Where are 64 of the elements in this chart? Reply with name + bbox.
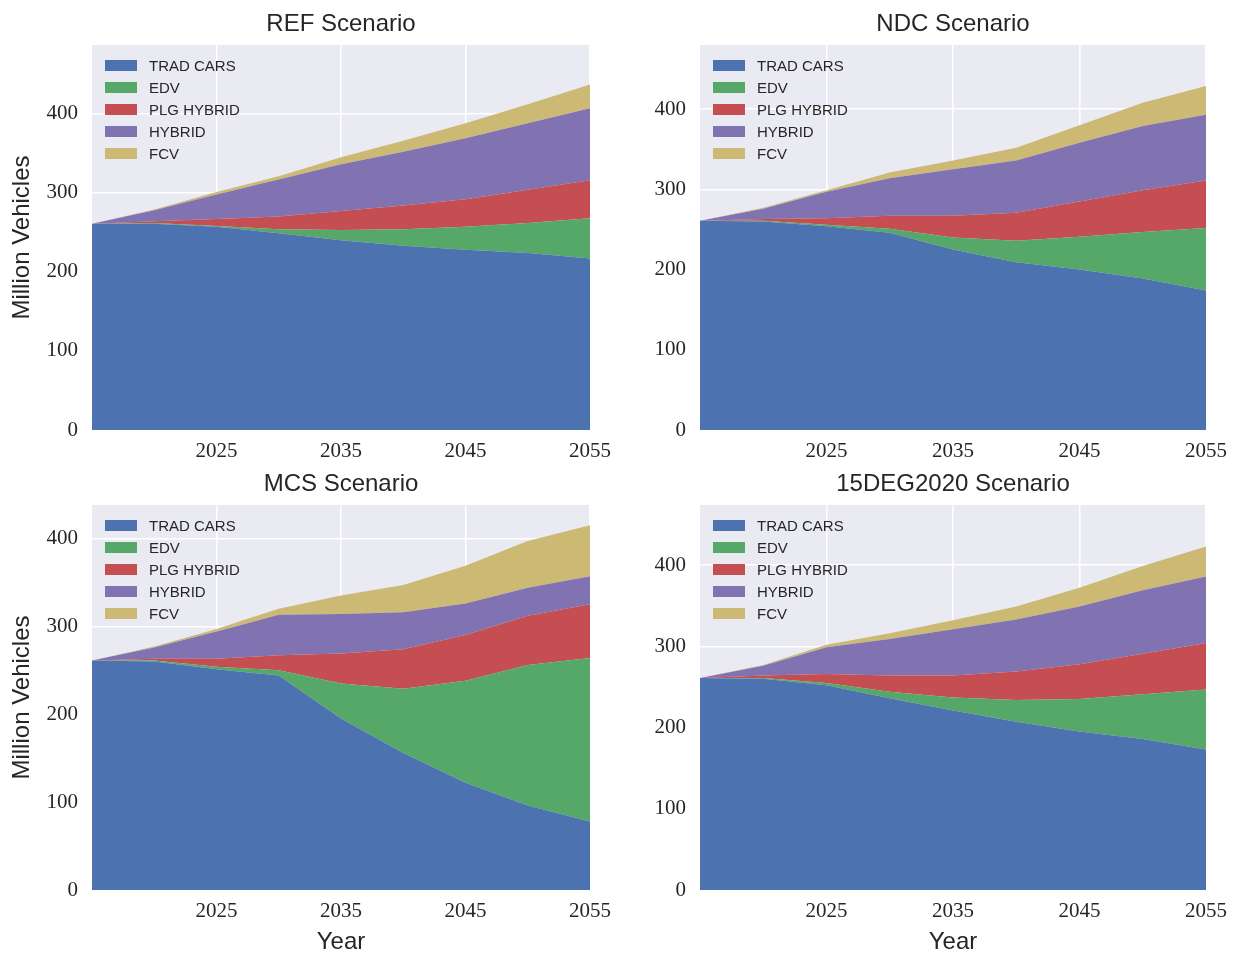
x-tick-label: 2055: [1185, 438, 1227, 463]
y-tick-label: 400: [654, 551, 686, 576]
legend-label: PLG HYBRID: [149, 100, 240, 118]
y-tick-label: 100: [46, 788, 78, 813]
x-tick-label: 2035: [320, 898, 362, 923]
y-tick-label: 0: [67, 416, 78, 441]
y-tick-label: 300: [46, 179, 78, 204]
legend-label: TRAD CARS: [757, 56, 844, 74]
y-tick-label: 200: [46, 258, 78, 283]
legend-label: FCV: [149, 144, 179, 162]
x-tick-label: 2055: [1185, 898, 1227, 923]
y-tick-label: 400: [654, 95, 686, 120]
x-tick-label: 2045: [444, 438, 487, 463]
x-tick-label: 2035: [932, 898, 974, 923]
legend-label: EDV: [149, 538, 180, 556]
legend-label: FCV: [757, 604, 787, 622]
legend-label: EDV: [757, 78, 788, 96]
y-tick-label: 400: [46, 100, 78, 125]
y-tick-label: 300: [654, 632, 686, 657]
x-tick-label: 2055: [569, 438, 611, 463]
legend-label: HYBRID: [757, 582, 814, 600]
y-tick-label: 300: [46, 612, 78, 637]
y-tick-label: 400: [46, 524, 78, 549]
x-tick-label: 2035: [932, 438, 974, 463]
y-tick-label: 0: [67, 876, 78, 901]
legend-label: FCV: [149, 604, 179, 622]
x-axis-title: Year: [316, 927, 366, 955]
x-tick-label: 2055: [569, 898, 611, 923]
legend-label: TRAD CARS: [149, 56, 236, 74]
legend-label: TRAD CARS: [149, 516, 236, 534]
y-tick-label: 100: [654, 795, 686, 820]
x-tick-label: 2025: [195, 438, 238, 463]
legend-label: TRAD CARS: [757, 516, 844, 534]
legend-label: PLG HYBRID: [757, 560, 848, 578]
y-tick-label: 200: [654, 256, 686, 281]
x-tick-label: 2045: [444, 898, 487, 923]
x-tick-label: 2025: [195, 898, 238, 923]
x-tick-label: 2035: [320, 438, 362, 463]
legend-label: FCV: [757, 144, 787, 162]
legend-label: EDV: [149, 78, 180, 96]
y-tick-label: 0: [675, 416, 686, 441]
chart-title: NDC Scenario: [876, 8, 1030, 36]
legend-label: HYBRID: [757, 122, 814, 140]
y-tick-label: 0: [675, 876, 686, 901]
legend-label: HYBRID: [149, 122, 206, 140]
x-tick-label: 2025: [805, 898, 848, 923]
y-tick-label: 200: [46, 700, 78, 725]
y-tick-label: 100: [46, 337, 78, 362]
chart-title: 15DEG2020 Scenario: [836, 468, 1070, 496]
y-tick-label: 100: [654, 336, 686, 361]
y-tick-label: 300: [654, 175, 686, 200]
y-axis-title: Million Vehicles: [7, 615, 35, 780]
x-tick-label: 2045: [1058, 898, 1101, 923]
chart-title: REF Scenario: [266, 8, 416, 36]
y-tick-label: 200: [654, 714, 686, 739]
x-tick-label: 2045: [1058, 438, 1101, 463]
y-axis-title: Million Vehicles: [7, 155, 35, 320]
chart-title: MCS Scenario: [263, 468, 419, 496]
legend-label: PLG HYBRID: [757, 100, 848, 118]
legend-label: PLG HYBRID: [149, 560, 240, 578]
x-tick-label: 2025: [805, 438, 848, 463]
legend-label: HYBRID: [149, 582, 206, 600]
legend-label: EDV: [757, 538, 788, 556]
x-axis-title: Year: [928, 927, 978, 955]
